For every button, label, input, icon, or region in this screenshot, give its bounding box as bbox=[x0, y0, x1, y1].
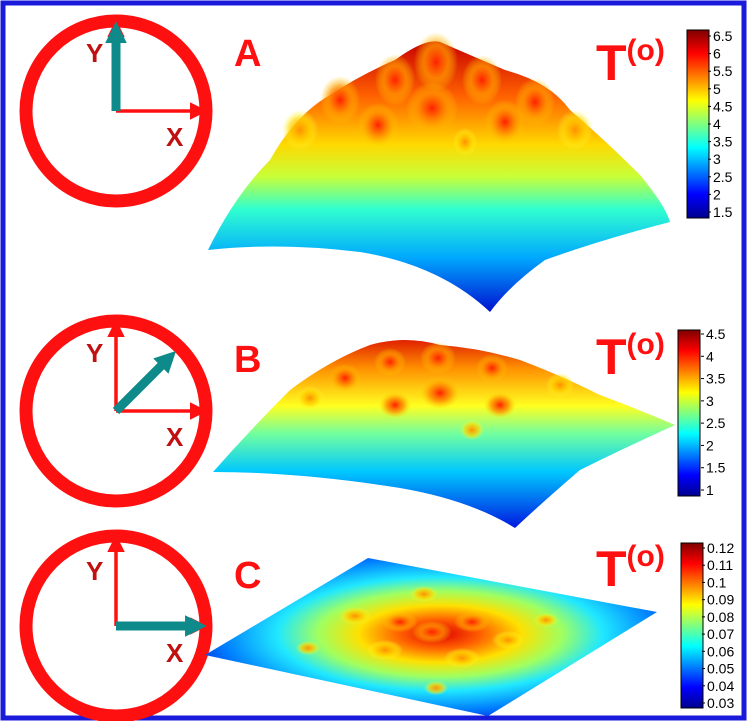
y-axis-label: Y bbox=[86, 38, 103, 68]
colorbar-tick-label: 2.5 bbox=[713, 169, 733, 185]
colorbar-tick-label: 1 bbox=[706, 482, 714, 498]
colorbar-tick-label: 0.08 bbox=[707, 609, 734, 625]
colorbar-tick-label: 4.5 bbox=[706, 326, 726, 342]
colorbar-tick-label: 0.09 bbox=[707, 592, 734, 608]
colorbar-tick-label: 0.1 bbox=[707, 574, 727, 590]
colorbar-tick-label: 0.12 bbox=[707, 540, 734, 556]
colorbar-tick-label: 2.5 bbox=[706, 415, 726, 431]
panel-c: Y X C T(o) 0.120.110.10.090.080.070.060.… bbox=[19, 529, 734, 721]
colorbar-ticks-b: 4.5 4 3.5 3 2.5 2 1.5 1 bbox=[701, 326, 726, 498]
x-axis-label: X bbox=[166, 638, 184, 668]
colorbar-ticks-a: 6.5 65.5 54.5 4 3.53 2.52 1.5 bbox=[708, 28, 733, 220]
temperature-label-c: T(o) bbox=[596, 540, 665, 597]
x-axis-label: X bbox=[166, 422, 184, 452]
colorbar-tick-label: 3 bbox=[713, 151, 721, 167]
colorbar-c: 0.120.110.1 0.090.080.070.06 0.050.040.03 bbox=[680, 540, 734, 711]
panel-a: Y X A T(o) 6.5 65.5 54.5 4 3.53 2.52 1.5 bbox=[19, 14, 733, 312]
orientation-dial-c: Y X bbox=[19, 529, 213, 721]
x-axis-label: X bbox=[166, 122, 184, 152]
colorbar-tick-label: 4 bbox=[713, 116, 721, 132]
colorbar-tick-label: 6.5 bbox=[713, 28, 733, 44]
colorbar-tick-label: 0.03 bbox=[707, 695, 734, 711]
panel-b: Y X B T(o) 4.5 4 3.5 3 2.5 2 1.5 1 bbox=[19, 314, 726, 528]
colorbar-tick-label: 5.5 bbox=[713, 63, 733, 79]
temperature-label-b: T(o) bbox=[596, 328, 665, 385]
colorbar-ticks-c: 0.120.110.1 0.090.080.070.06 0.050.040.03 bbox=[702, 540, 734, 711]
colorbar-tick-label: 4 bbox=[706, 348, 714, 364]
colorbar-tick-label: 1.5 bbox=[706, 460, 726, 476]
panel-letter-c: C bbox=[234, 555, 261, 597]
panel-letter-a: A bbox=[234, 33, 261, 75]
colorbar-tick-label: 0.07 bbox=[707, 626, 734, 642]
orientation-dial-a: Y X bbox=[19, 14, 213, 208]
colorbar-tick-label: 4.5 bbox=[713, 98, 733, 114]
colorbar-tick-label: 1.5 bbox=[713, 204, 733, 220]
colorbar-tick-label: 0.04 bbox=[707, 678, 734, 694]
colorbar-tick-label: 5 bbox=[713, 81, 721, 97]
colorbar-b: 4.5 4 3.5 3 2.5 2 1.5 1 bbox=[677, 326, 726, 498]
temperature-label-a: T(o) bbox=[596, 34, 665, 91]
surface-plot-c bbox=[205, 558, 657, 716]
colorbar-tick-label: 0.05 bbox=[707, 661, 734, 677]
y-axis-label: Y bbox=[86, 556, 103, 586]
surface-plot-a bbox=[208, 32, 670, 312]
colorbar-tick-label: 2 bbox=[713, 186, 721, 202]
orientation-dial-b: Y X bbox=[19, 314, 213, 508]
colorbar-tick-label: 3 bbox=[706, 393, 714, 409]
colorbar-tick-label: 0.06 bbox=[707, 643, 734, 659]
colorbar-tick-label: 0.11 bbox=[707, 557, 733, 573]
colorbar-tick-label: 2 bbox=[706, 437, 714, 453]
panel-letter-b: B bbox=[234, 339, 261, 381]
field-direction-arrow bbox=[112, 350, 177, 415]
y-axis-label: Y bbox=[86, 338, 103, 368]
colorbar-tick-label: 3.5 bbox=[706, 371, 726, 387]
colorbar-tick-label: 3.5 bbox=[713, 134, 733, 150]
surface-plot-b bbox=[213, 340, 675, 528]
colorbar-tick-label: 6 bbox=[713, 46, 721, 62]
colorbar-a: 6.5 65.5 54.5 4 3.53 2.52 1.5 bbox=[686, 28, 733, 220]
